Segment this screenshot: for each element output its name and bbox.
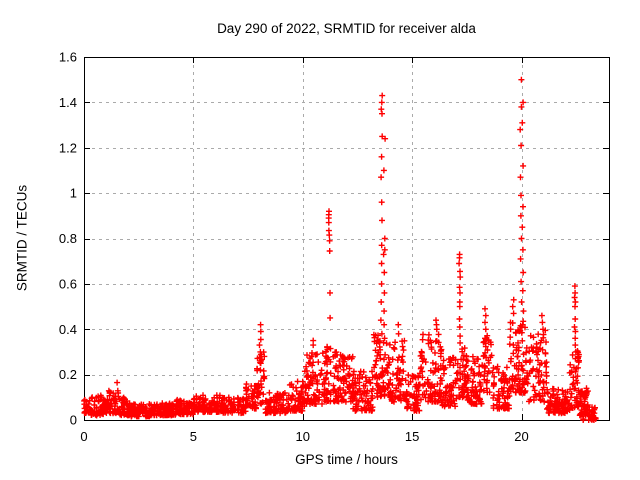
svg-text:0.8: 0.8	[59, 231, 77, 246]
x-tick-labels: 0 5 10 15 20	[80, 429, 528, 444]
svg-text:0.2: 0.2	[59, 367, 77, 382]
svg-text:0.4: 0.4	[59, 322, 77, 337]
svg-text:15: 15	[405, 429, 419, 444]
chart-title: Day 290 of 2022, SRMTID for receiver ald…	[217, 21, 476, 36]
svg-text:0: 0	[80, 429, 87, 444]
x-axis-label: GPS time / hours	[295, 452, 398, 467]
svg-text:20: 20	[514, 429, 528, 444]
svg-text:1.2: 1.2	[59, 140, 77, 155]
svg-text:0.6: 0.6	[59, 276, 77, 291]
svg-text:1: 1	[70, 186, 77, 201]
y-axis-label: SRMTID / TECUs	[14, 184, 30, 292]
y-tick-labels: 0 0.2 0.4 0.6 0.8 1 1.2 1.4 1.6	[59, 50, 77, 428]
svg-text:1.6: 1.6	[59, 50, 77, 65]
svg-text:10: 10	[296, 429, 310, 444]
plot-border	[84, 57, 610, 421]
svg-text:0: 0	[70, 413, 77, 428]
svg-text:5: 5	[190, 429, 197, 444]
data-points-srmtid	[81, 76, 599, 423]
svg-text:1.4: 1.4	[59, 95, 77, 110]
